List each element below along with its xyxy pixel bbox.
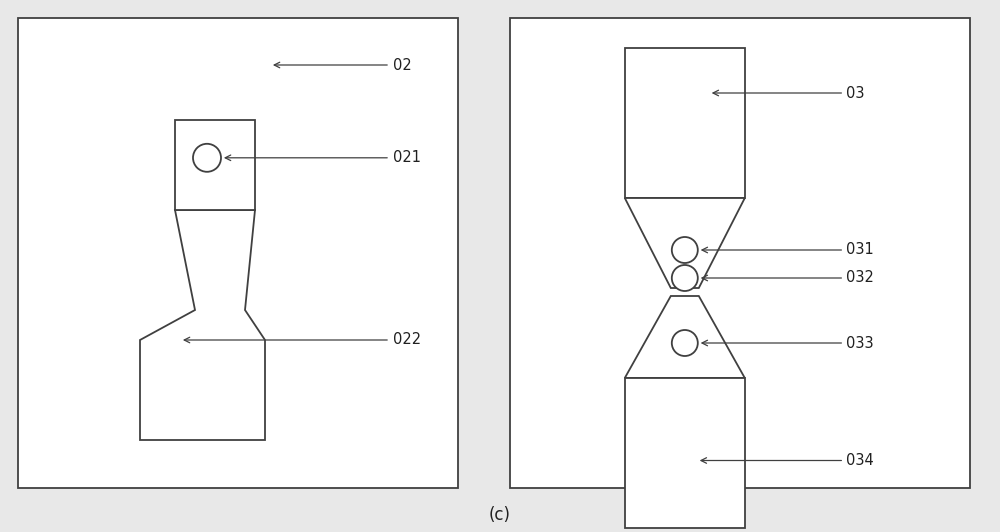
Text: (c): (c) (489, 506, 511, 524)
Circle shape (193, 144, 221, 172)
Polygon shape (625, 198, 745, 288)
Text: 031: 031 (846, 243, 874, 257)
Text: 02: 02 (393, 57, 412, 72)
Circle shape (672, 265, 698, 291)
Text: 03: 03 (846, 86, 865, 101)
Polygon shape (625, 296, 745, 378)
Text: 032: 032 (846, 270, 874, 286)
Polygon shape (140, 210, 265, 440)
Bar (625, 378, 745, 528)
Bar (625, 48, 745, 198)
Bar (510, 18, 970, 488)
Bar (18, 18, 458, 488)
Bar (175, 120, 255, 210)
Text: 022: 022 (393, 332, 421, 347)
Text: 034: 034 (846, 453, 874, 468)
Circle shape (672, 330, 698, 356)
Text: 033: 033 (846, 336, 874, 351)
Circle shape (672, 237, 698, 263)
Text: 021: 021 (393, 151, 421, 165)
